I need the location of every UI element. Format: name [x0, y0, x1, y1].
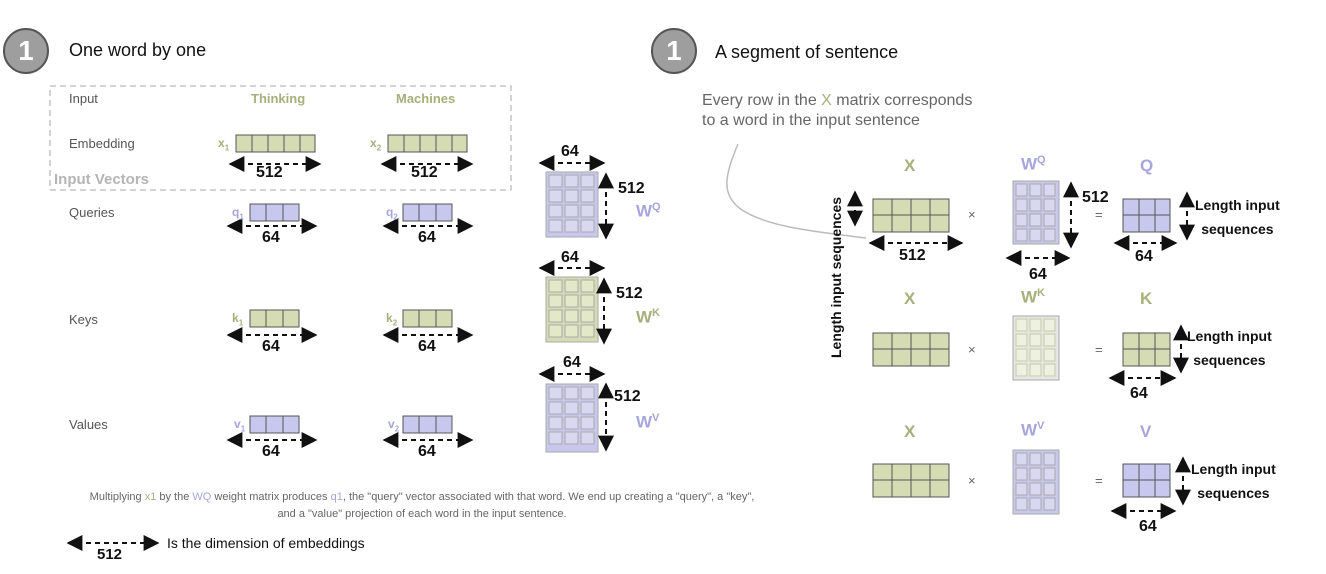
x-label-row3: X — [904, 422, 916, 441]
word-thinking: Thinking — [251, 91, 306, 106]
query-vector-2 — [402, 203, 453, 222]
v-seq-label: Length input sequences — [1191, 461, 1276, 501]
label-keys: Keys — [69, 312, 98, 327]
matrix-wq-right — [1012, 180, 1060, 245]
wv-rows-label: 512 — [614, 388, 641, 405]
x-label-row2: X — [904, 289, 916, 308]
key-dim-1: 64 — [262, 338, 280, 355]
input-vectors-label: Input Vectors — [54, 171, 150, 188]
query-dim-1: 64 — [262, 229, 280, 246]
weight-matrix-wv — [545, 383, 599, 453]
times-row1: × — [968, 207, 976, 222]
wv-label-right: WV — [1021, 420, 1045, 440]
legend-text: Is the dimension of embeddings — [167, 535, 365, 551]
times-row3: × — [968, 473, 976, 488]
label-embedding: Embedding — [69, 136, 135, 151]
wq-rows-label: 512 — [618, 180, 645, 197]
v-label-right: V — [1140, 422, 1152, 441]
key-label-1: k1 — [232, 311, 244, 328]
embedding-vector-2 — [387, 134, 468, 153]
query-vector-1 — [249, 203, 300, 222]
embedding-vector-1 — [235, 134, 316, 153]
matrix-q-right — [1122, 198, 1171, 233]
weight-matrix-wk — [545, 276, 599, 343]
wq-cols-label: 64 — [561, 143, 579, 160]
equals-row3: = — [1095, 473, 1103, 488]
key-vector-1 — [249, 309, 300, 328]
k-seq-label: Length input sequences — [1187, 328, 1272, 368]
step-badge-right: 1 — [651, 28, 697, 74]
v-dim-64: 64 — [1139, 518, 1157, 535]
equals-row2: = — [1095, 342, 1103, 357]
x-matrix-note: Every row in the X matrix corresponds to… — [702, 92, 973, 129]
query-label-2: q2 — [386, 205, 398, 222]
weight-matrix-wq — [545, 171, 599, 238]
wk-cols-label: 64 — [561, 249, 579, 266]
value-vector-1 — [249, 415, 300, 434]
matrix-x-row3 — [872, 463, 950, 498]
legend-value: 512 — [97, 546, 123, 563]
embedding-label-2: x2 — [370, 136, 382, 153]
label-values: Values — [69, 417, 108, 432]
x-dim-512-row1: 512 — [899, 247, 926, 264]
figure-caption: Multiplying x1 by the WQ weight matrix p… — [89, 491, 755, 520]
embedding-label-1: x1 — [218, 136, 230, 153]
wk-name-left: WK — [636, 307, 660, 327]
query-label-1: q1 — [232, 205, 244, 222]
k-dim-64: 64 — [1130, 385, 1148, 402]
word-machines: Machines — [396, 91, 456, 106]
step-badge-left: 1 — [3, 28, 49, 74]
label-queries: Queries — [69, 205, 115, 220]
value-label-1: v1 — [234, 417, 246, 434]
key-vector-2 — [402, 309, 453, 328]
value-dim-1: 64 — [262, 443, 280, 460]
x-label-row1: X — [904, 156, 916, 175]
equals-row1: = — [1095, 207, 1103, 222]
query-dim-2: 64 — [418, 229, 436, 246]
vertical-length-label: Length input sequences — [828, 196, 844, 358]
matrix-wv-right — [1012, 449, 1060, 515]
wq-label-right: WQ — [1021, 154, 1046, 174]
wk-rows-label: 512 — [616, 285, 643, 302]
value-label-2: v2 — [388, 417, 400, 434]
input-vectors-box — [49, 85, 512, 191]
wq-name-left: WQ — [636, 201, 661, 221]
wq-right-rows-label: 512 — [1082, 189, 1109, 206]
right-heading: A segment of sentence — [715, 42, 899, 62]
q-dim-64: 64 — [1135, 248, 1153, 265]
wq-right-cols-label: 64 — [1029, 266, 1047, 283]
label-input: Input — [69, 91, 98, 106]
matrix-k-right — [1122, 332, 1171, 367]
matrix-x-row2 — [872, 332, 950, 367]
key-label-2: k2 — [386, 311, 398, 328]
matrix-x-row1 — [872, 198, 950, 233]
wv-name-left: WV — [636, 412, 660, 432]
q-seq-label: Length input sequences — [1195, 197, 1280, 237]
wv-cols-label: 64 — [563, 354, 581, 371]
key-dim-2: 64 — [418, 338, 436, 355]
left-heading: One word by one — [69, 40, 207, 60]
embedding-dim-2: 512 — [411, 164, 438, 181]
q-label-right: Q — [1140, 156, 1154, 175]
matrix-v-right — [1122, 463, 1171, 498]
k-label-right: K — [1140, 289, 1153, 308]
times-row2: × — [968, 342, 976, 357]
embedding-dim-1: 512 — [256, 164, 283, 181]
matrix-wk-right — [1012, 315, 1060, 381]
note-connector-curve — [726, 143, 867, 239]
value-vector-2 — [402, 415, 453, 434]
wk-label-right: WK — [1021, 287, 1045, 307]
value-dim-2: 64 — [418, 443, 436, 460]
